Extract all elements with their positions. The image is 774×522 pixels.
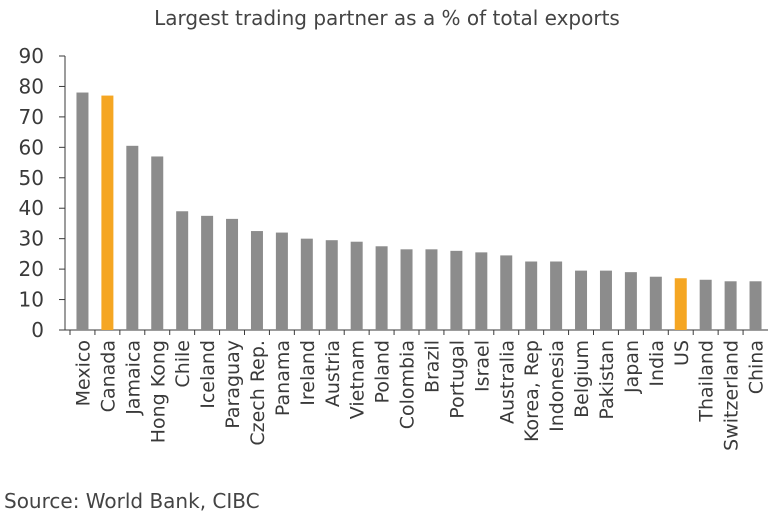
source-note: Source: World Bank, CIBC bbox=[4, 489, 260, 513]
category-label: Australia bbox=[496, 340, 518, 424]
bar-panama bbox=[275, 232, 288, 330]
category-label: Portugal bbox=[446, 340, 468, 419]
y-tick-label: 0 bbox=[31, 318, 44, 342]
bar-canada bbox=[101, 95, 114, 330]
category-label: Canada bbox=[97, 340, 119, 412]
y-tick-label: 50 bbox=[19, 166, 44, 190]
category-label: China bbox=[746, 340, 768, 394]
category-label: Vietnam bbox=[347, 340, 369, 419]
category-label: Panama bbox=[272, 340, 294, 416]
x-axis bbox=[65, 329, 768, 335]
y-tick-label: 20 bbox=[19, 257, 44, 281]
y-tick-label: 40 bbox=[19, 196, 44, 220]
category-label: Indonesia bbox=[546, 340, 568, 432]
bar-switzerland bbox=[724, 281, 737, 330]
y-tick-label: 10 bbox=[19, 288, 44, 312]
category-label: Mexico bbox=[72, 340, 94, 406]
bar-paraguay bbox=[226, 218, 239, 330]
category-label: Thailand bbox=[696, 340, 718, 423]
bar-austria bbox=[325, 240, 338, 330]
bar-ireland bbox=[300, 238, 313, 330]
bar-jamaica bbox=[126, 145, 139, 330]
category-label: Paraguay bbox=[222, 340, 244, 429]
bar-hong-kong bbox=[151, 156, 164, 330]
category-label: Japan bbox=[621, 340, 643, 394]
category-label: Ireland bbox=[297, 340, 319, 406]
category-label: Austria bbox=[322, 340, 344, 407]
category-label: Chile bbox=[172, 340, 194, 388]
bar-korea-rep bbox=[525, 261, 538, 330]
category-label: Israel bbox=[471, 340, 493, 392]
bar-portugal bbox=[450, 250, 463, 330]
bar-japan bbox=[624, 272, 637, 330]
y-tick-label: 80 bbox=[19, 74, 44, 98]
category-label: Czech Rep. bbox=[247, 340, 269, 446]
bar-colombia bbox=[400, 249, 413, 330]
bar-czech-rep bbox=[250, 231, 263, 330]
bar-poland bbox=[375, 246, 388, 330]
bar-israel bbox=[475, 252, 488, 330]
category-label: India bbox=[646, 340, 668, 387]
y-tick-label: 30 bbox=[19, 227, 44, 251]
bar-vietnam bbox=[350, 241, 363, 330]
bars bbox=[76, 92, 762, 331]
bar-australia bbox=[500, 255, 513, 330]
category-label: US bbox=[671, 340, 693, 366]
bar-india bbox=[649, 276, 662, 330]
category-label: Korea, Rep bbox=[521, 340, 543, 442]
category-label: Iceland bbox=[197, 340, 219, 409]
bar-us bbox=[674, 278, 687, 330]
category-label: Hong Kong bbox=[147, 340, 169, 443]
category-label: Poland bbox=[372, 340, 394, 403]
bar-indonesia bbox=[550, 261, 563, 330]
bar-belgium bbox=[575, 270, 588, 330]
y-axis: 0 10 20 30 40 50 60 70 80 90 bbox=[19, 44, 66, 342]
category-label: Belgium bbox=[571, 340, 593, 418]
bar-pakistan bbox=[599, 270, 612, 330]
y-tick-label: 60 bbox=[19, 135, 44, 159]
category-label: Jamaica bbox=[122, 340, 144, 416]
category-label: Pakistan bbox=[596, 340, 618, 420]
bar-mexico bbox=[76, 92, 89, 331]
category-label: Switzerland bbox=[721, 340, 743, 451]
y-tick-label: 90 bbox=[19, 44, 44, 68]
bar-china bbox=[749, 281, 762, 330]
category-label: Colombia bbox=[397, 340, 419, 429]
category-labels: Mexico Canada Jamaica Hong Kong Chile Iceland… bbox=[72, 340, 767, 451]
bar-chile bbox=[176, 211, 189, 330]
bar-thailand bbox=[699, 279, 712, 330]
category-label: Brazil bbox=[421, 340, 443, 393]
bar-brazil bbox=[425, 249, 438, 330]
bar-iceland bbox=[201, 215, 214, 330]
y-tick-label: 70 bbox=[19, 105, 44, 129]
chart-title: Largest trading partner as a % of total … bbox=[154, 6, 620, 30]
